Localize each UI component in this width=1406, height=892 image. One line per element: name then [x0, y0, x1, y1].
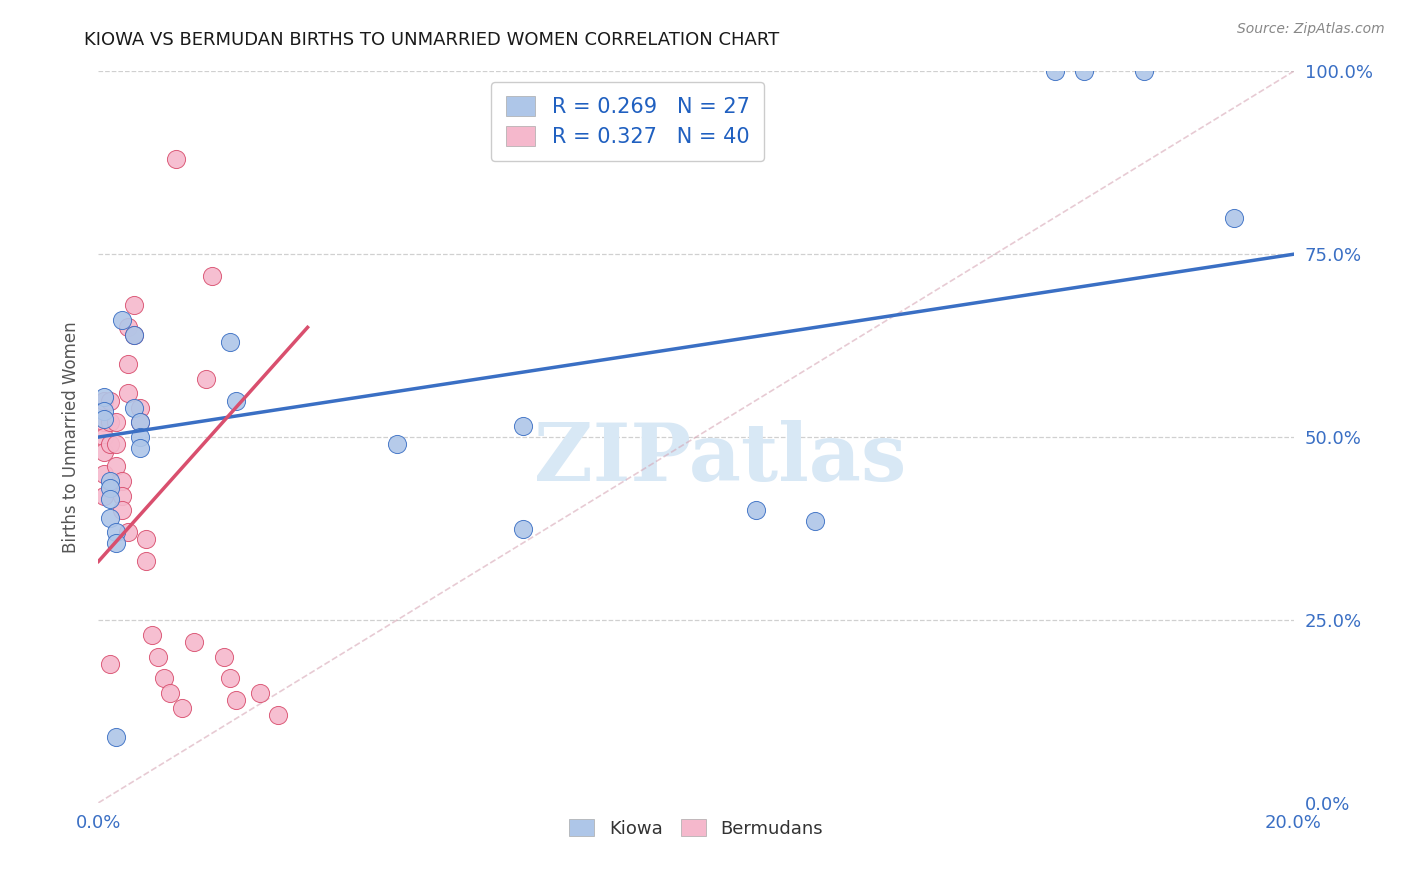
- Point: [93, 489, 115, 503]
- Point: [98, 481, 122, 495]
- Text: Source: ZipAtlas.com: Source: ZipAtlas.com: [1237, 22, 1385, 37]
- Point: [105, 459, 128, 474]
- Point: [117, 386, 139, 401]
- Point: [1223, 211, 1246, 225]
- Point: [195, 371, 218, 385]
- Point: [98, 474, 122, 488]
- Point: [1043, 64, 1066, 78]
- Point: [1133, 64, 1156, 78]
- Point: [105, 416, 128, 430]
- Point: [111, 489, 134, 503]
- Point: [93, 412, 115, 426]
- Point: [117, 357, 139, 371]
- Point: [111, 503, 134, 517]
- Point: [98, 657, 122, 671]
- Point: [219, 334, 242, 349]
- Point: [225, 693, 247, 707]
- Point: [172, 700, 194, 714]
- Y-axis label: Births to Unmarried Women: Births to Unmarried Women: [62, 321, 80, 553]
- Legend: Kiowa, Bermudans: Kiowa, Bermudans: [562, 812, 830, 845]
- Point: [201, 269, 224, 284]
- Point: [148, 649, 170, 664]
- Point: [105, 525, 128, 540]
- Point: [124, 327, 146, 342]
- Point: [98, 437, 122, 451]
- Point: [124, 401, 146, 415]
- Point: [105, 536, 128, 550]
- Point: [98, 492, 122, 507]
- Text: ZIPatlas: ZIPatlas: [534, 420, 905, 498]
- Point: [93, 430, 115, 444]
- Point: [1073, 64, 1095, 78]
- Point: [129, 416, 152, 430]
- Point: [165, 152, 187, 166]
- Point: [159, 686, 181, 700]
- Point: [117, 320, 139, 334]
- Point: [124, 327, 146, 342]
- Text: KIOWA VS BERMUDAN BIRTHS TO UNMARRIED WOMEN CORRELATION CHART: KIOWA VS BERMUDAN BIRTHS TO UNMARRIED WO…: [84, 31, 779, 49]
- Point: [98, 510, 122, 524]
- Point: [135, 533, 157, 547]
- Point: [111, 474, 134, 488]
- Point: [183, 635, 205, 649]
- Point: [124, 298, 146, 312]
- Point: [745, 503, 768, 517]
- Point: [219, 672, 242, 686]
- Point: [93, 393, 115, 408]
- Point: [105, 730, 128, 744]
- Point: [93, 444, 115, 458]
- Point: [117, 525, 139, 540]
- Point: [153, 672, 176, 686]
- Point: [141, 627, 163, 641]
- Point: [225, 393, 247, 408]
- Point: [93, 416, 115, 430]
- Point: [93, 390, 115, 404]
- Point: [129, 401, 152, 415]
- Point: [129, 430, 152, 444]
- Point: [212, 649, 235, 664]
- Point: [111, 313, 134, 327]
- Point: [135, 554, 157, 568]
- Point: [512, 419, 534, 434]
- Point: [129, 441, 152, 455]
- Point: [512, 521, 534, 535]
- Point: [105, 437, 128, 451]
- Point: [93, 404, 115, 418]
- Point: [98, 416, 122, 430]
- Point: [804, 514, 827, 528]
- Point: [385, 437, 409, 451]
- Point: [249, 686, 271, 700]
- Point: [267, 708, 290, 723]
- Point: [98, 393, 122, 408]
- Point: [93, 467, 115, 481]
- Point: [129, 416, 152, 430]
